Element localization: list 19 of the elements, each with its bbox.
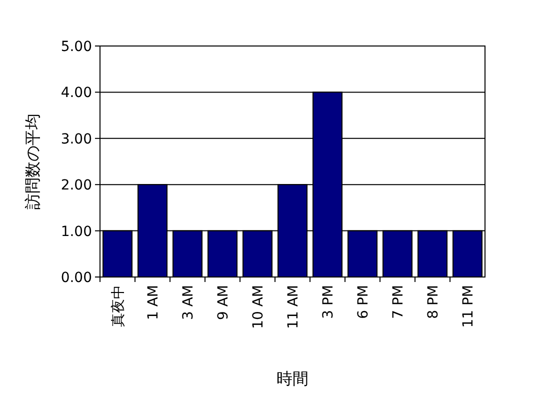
y-tick-label: 3.00 [60,131,92,148]
y-tick-label: 1.00 [60,224,92,240]
y-tick-label: 2.00 [60,178,92,194]
x-tick-label: 10 AM [250,285,266,329]
x-tick-label: 11 AM [286,285,302,329]
y-tick-label: 4.00 [60,85,92,102]
x-tick-label: 1 AM [146,285,162,320]
x-axis-title: 時間 [276,369,308,388]
x-tick-label: 7 PM [390,285,406,319]
x-tick-label: 6 PM [356,285,372,319]
y-axis-title: 訪問数の平均 [23,114,42,210]
y-tick-label: 0.00 [60,270,92,286]
x-tick-label: 真夜中 [110,285,126,327]
x-tick-label: 11 PM [460,285,476,328]
y-tick-label: 5.00 [60,39,92,55]
x-tick-label: 9 AM [216,285,232,320]
x-tick-label: 3 PM [320,285,336,319]
x-tick-label: 8 PM [426,285,442,319]
x-tick-label: 3 AM [180,285,196,320]
